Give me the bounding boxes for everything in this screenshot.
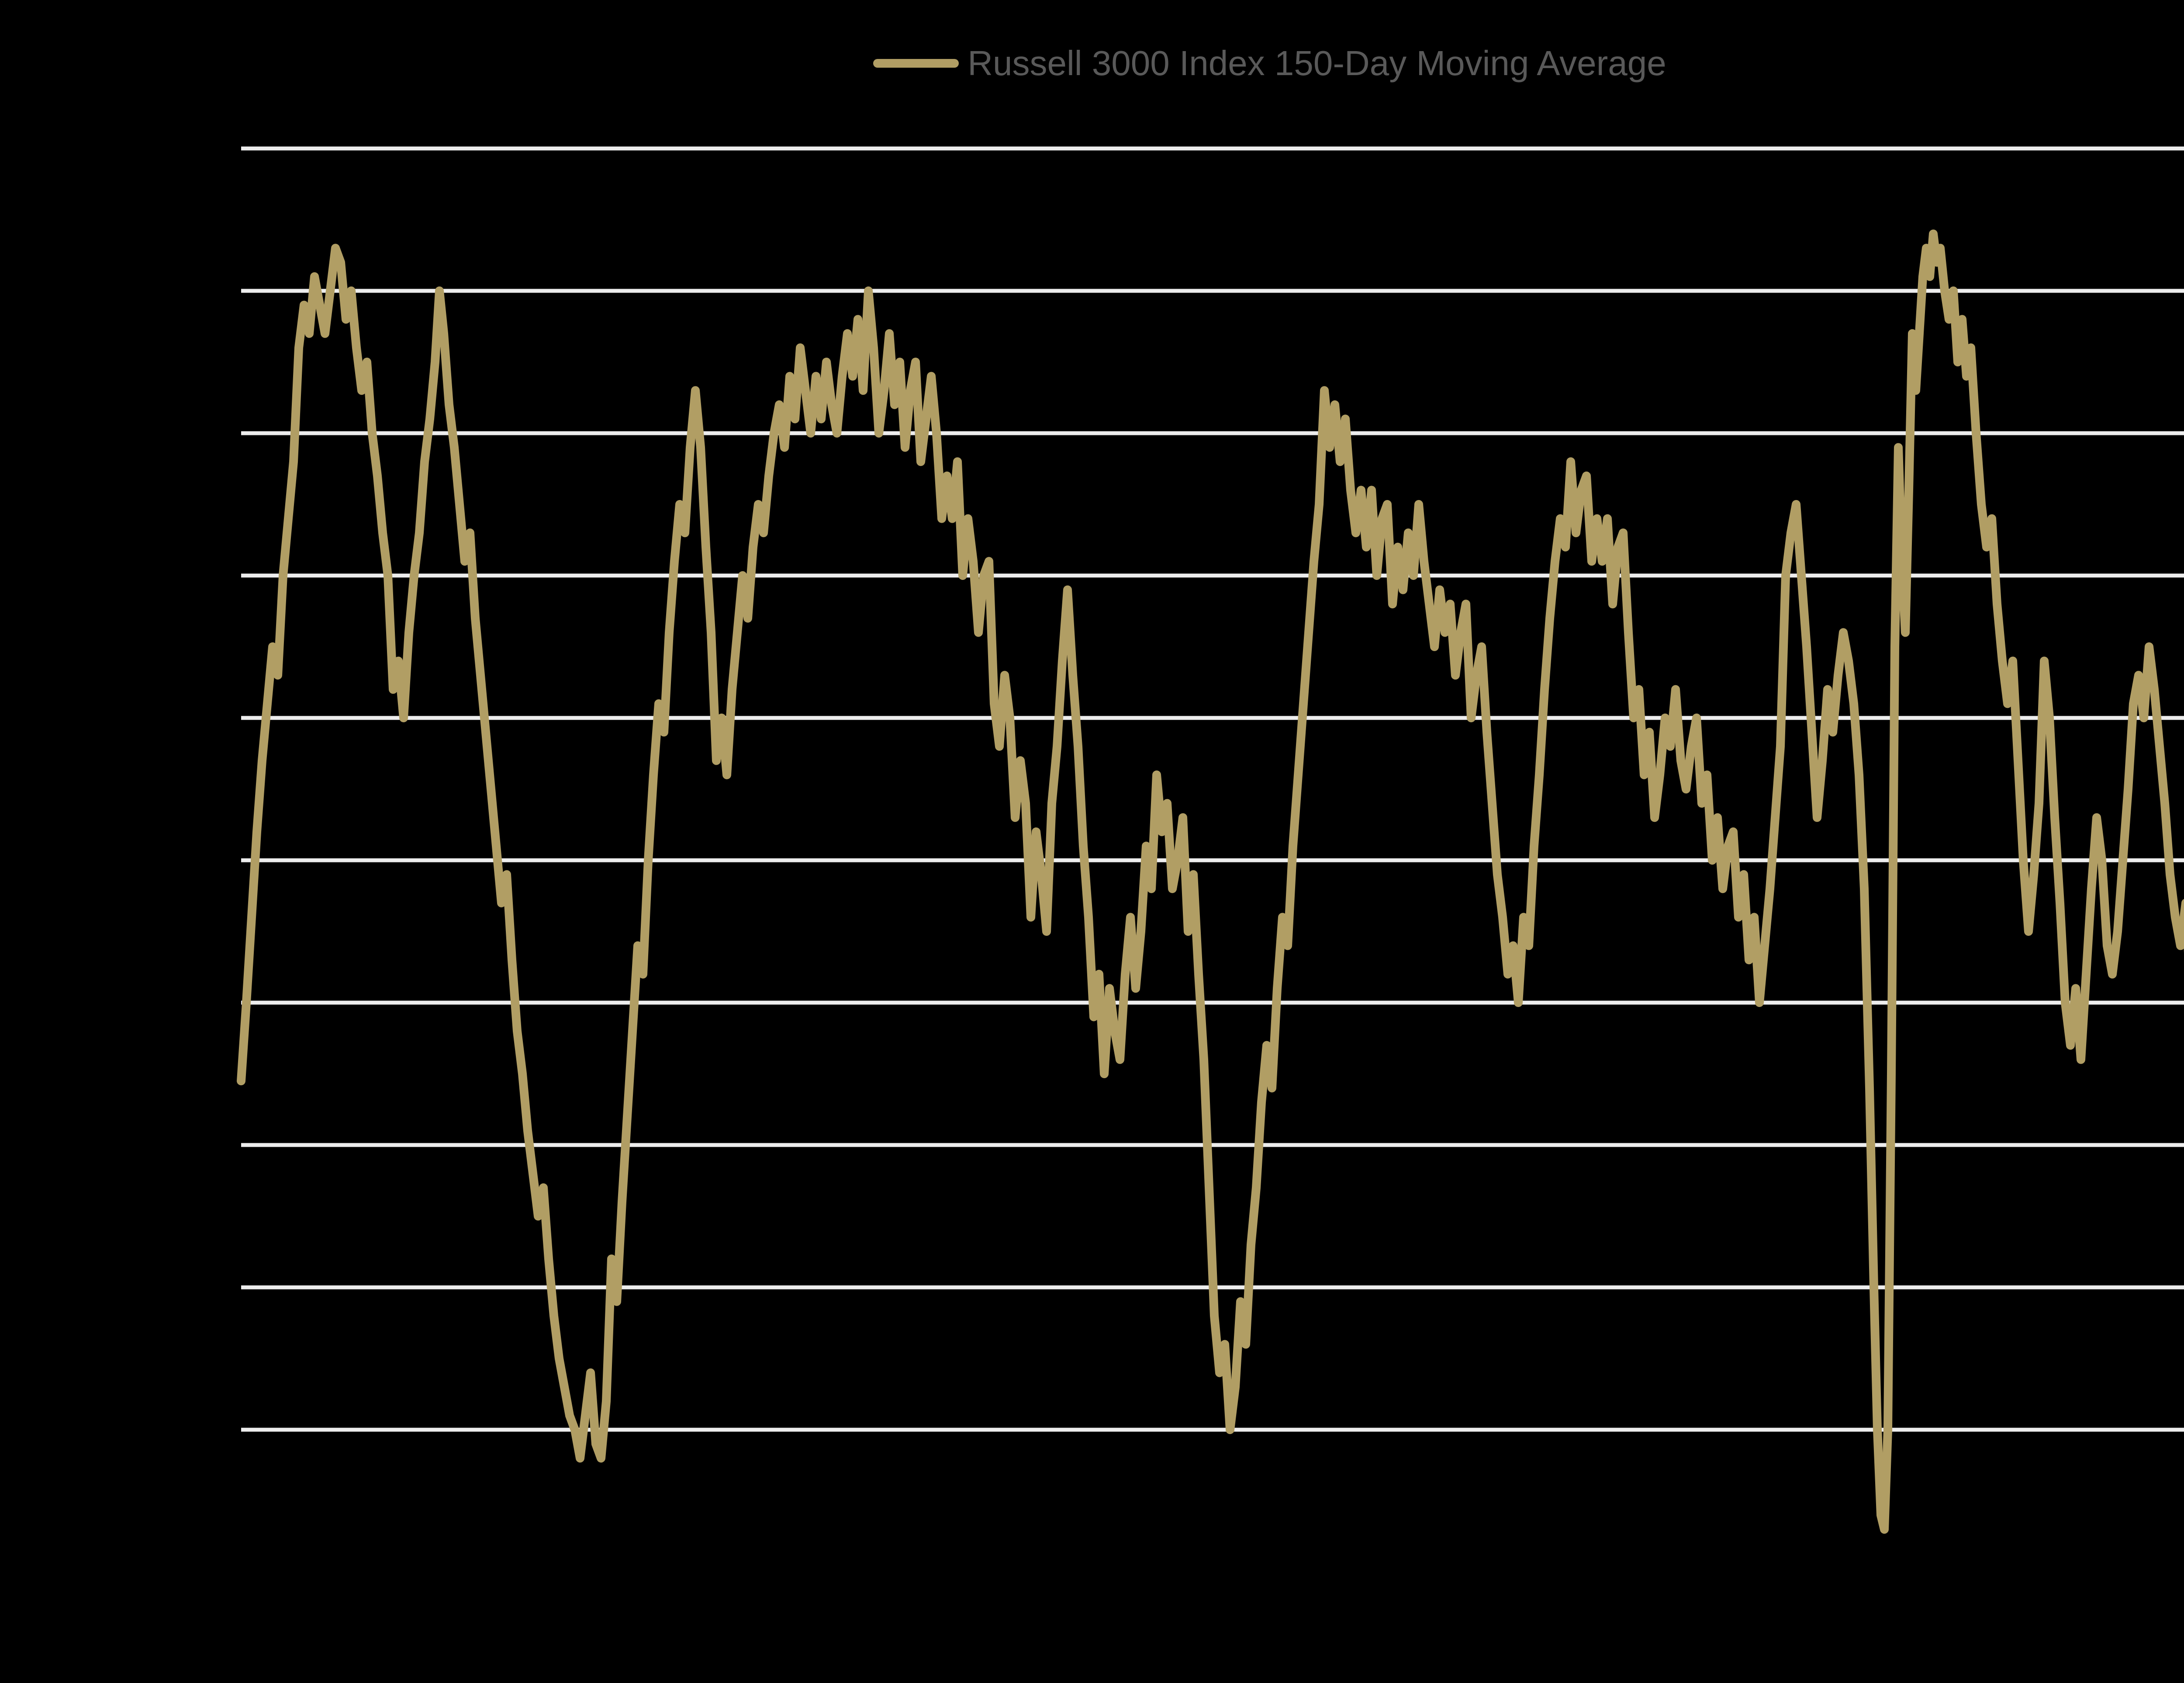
series-line xyxy=(237,229,2184,1534)
legend-series-label: Russell 3000 Index 150-Day Moving Averag… xyxy=(968,44,1666,83)
legend: Russell 3000 Index 150-Day Moving Averag… xyxy=(0,0,2184,127)
legend-series-swatch-icon xyxy=(873,59,959,68)
